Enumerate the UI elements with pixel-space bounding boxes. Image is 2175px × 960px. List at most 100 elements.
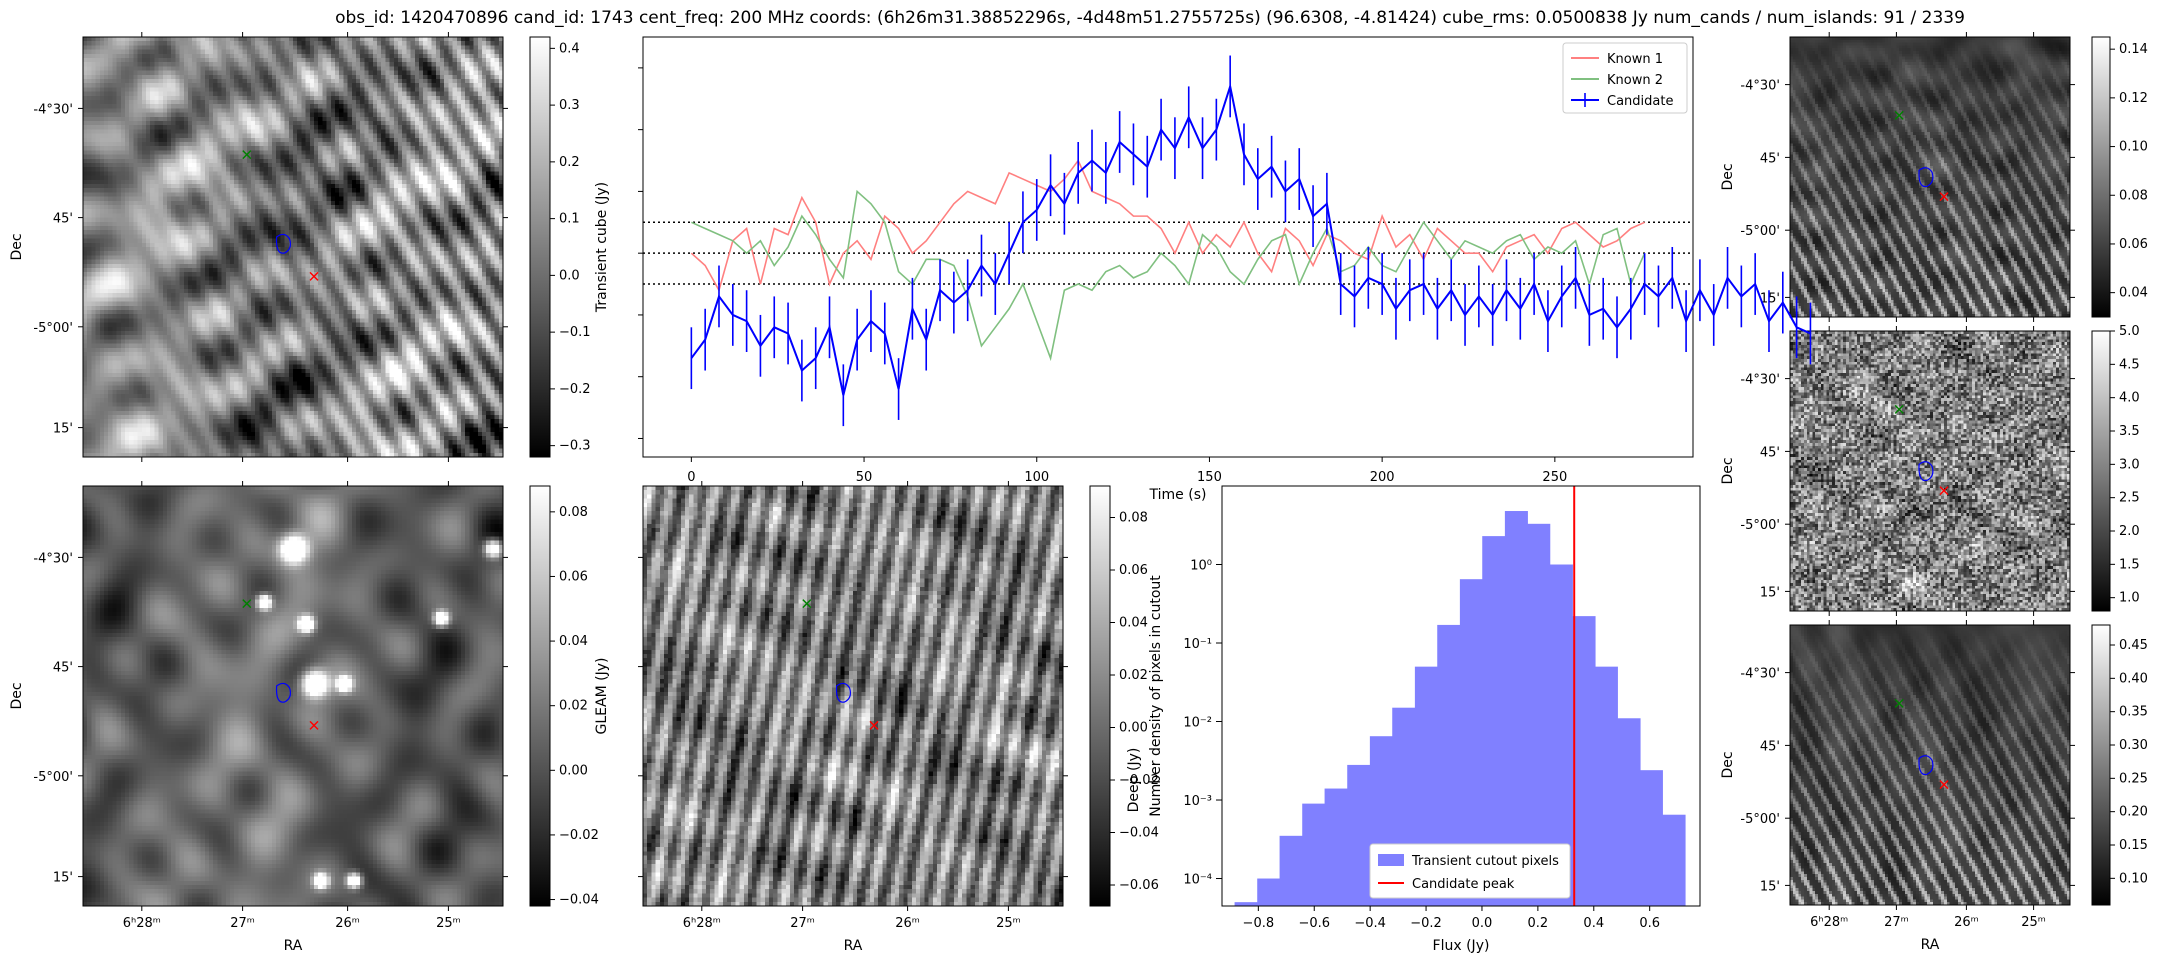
colorbar-tick-label: 0.10 xyxy=(2119,871,2148,886)
known-source-1-marker xyxy=(869,720,879,730)
colorbar-tick-label: 0.0 xyxy=(559,268,580,283)
dec-tick-label: 15' xyxy=(1760,879,1780,894)
known-source-2-marker xyxy=(242,599,252,609)
colorbar-tick-label: 0.08 xyxy=(559,505,588,520)
sky-image-frame xyxy=(82,485,504,907)
dec-tick-label: -4°30' xyxy=(33,551,73,566)
dec-axis-label: Dec xyxy=(9,233,25,260)
colorbar-tick-label: 0.10 xyxy=(2119,140,2148,155)
dec-axis-label: Dec xyxy=(1720,163,1736,190)
ra-tick-label: 25ᵐ xyxy=(436,916,461,931)
figure-title: obs_id: 1420470896 cand_id: 1743 cent_fr… xyxy=(335,8,1965,28)
legend-entry: Candidate peak xyxy=(1412,877,1515,892)
colorbar-tick-label: 0.04 xyxy=(2119,286,2148,301)
sky-image-gleam: -4°30' 45' -5°00' 15' Dec 6ʰ28ᵐ 27ᵐ 26ᵐ 25ᵐ RA 0.0… xyxy=(9,481,610,954)
hist-bar xyxy=(1279,835,1303,906)
colorbar-label: Deep (Jy) xyxy=(1126,748,1142,813)
dec-tick-label: 45' xyxy=(1760,151,1780,166)
dec-tick-label: 45' xyxy=(1760,739,1780,754)
ra-tick-label: 6ʰ28ᵐ xyxy=(123,916,161,931)
known-source-2-marker xyxy=(802,599,812,609)
dec-tick-label: 45' xyxy=(1760,445,1780,460)
sky-image-raster xyxy=(83,486,503,906)
ra-tick-label: 26ᵐ xyxy=(335,916,360,931)
colorbar-tick-label: 4.0 xyxy=(2119,391,2140,406)
colorbar-tick-label: 0.20 xyxy=(2119,805,2148,820)
sky-image-frame xyxy=(1789,36,2071,318)
sky-image-transient: -4°30' 45' -5°00' 15' Dec 0.4 0.3 0.2 0.1 0.0 −0.1… xyxy=(9,32,610,462)
sky-image-spike: -4°30' 45' -5°00' 15' Dec 5.0 4.5 4.0 3.5 3.0 2.5 2… xyxy=(1720,324,2140,616)
colorbar-tick-label: 0.08 xyxy=(1119,511,1148,526)
hist-y-axis-label: Number density of pixels in cutout xyxy=(1148,575,1164,817)
colorbar-tick-label: 0.15 xyxy=(2119,838,2148,853)
lc-legend-box xyxy=(1562,42,1688,114)
colorbar-tick-label: 1.0 xyxy=(2119,591,2140,606)
known-source-2-marker xyxy=(1894,698,1904,708)
candidate-contour xyxy=(275,233,292,254)
hist-x-axis-label: Flux (Jy) xyxy=(1433,938,1490,954)
dec-tick-label: 15' xyxy=(53,422,73,437)
colorbar-tick-label: 2.5 xyxy=(2119,491,2140,506)
hist-bar xyxy=(1347,764,1371,906)
colorbar-tick-label: 0.30 xyxy=(2119,738,2148,753)
sky-image-panels: -4°30' 45' -5°00' 15' Dec 0.4 0.3 0.2 0.1 0.0 −0.1… xyxy=(9,32,2148,954)
hist-bar xyxy=(1549,564,1573,906)
dec-tick-label: 45' xyxy=(53,212,73,227)
known-source-1-marker xyxy=(309,720,319,730)
candidate-contour xyxy=(1918,167,1934,188)
series-line-known-1 xyxy=(690,158,1645,293)
colorbar-label: GLEAM (Jy) xyxy=(594,658,610,735)
dec-tick-label: -4°30' xyxy=(1740,667,1780,682)
hist-bar xyxy=(1437,624,1461,906)
ra-tick-label: 25ᵐ xyxy=(996,916,1021,931)
sky-image-raster xyxy=(1790,625,2070,905)
ra-tick-label: 26ᵐ xyxy=(1954,915,1979,930)
colorbar xyxy=(2091,330,2111,612)
hist-bar xyxy=(1234,902,1258,906)
known-source-2-marker xyxy=(242,150,252,160)
colorbar xyxy=(529,36,551,458)
dec-tick-label: -5°00' xyxy=(1740,812,1780,827)
dec-tick-label: -5°00' xyxy=(33,321,73,336)
hist-y-tick-label: 10⁻² xyxy=(1183,716,1212,731)
ra-tick-label: 6ʰ28ᵐ xyxy=(683,916,721,931)
hist-y-tick-label: 10⁰ xyxy=(1190,559,1212,574)
sky-image-frame xyxy=(642,485,1064,907)
colorbar-tick-label: −0.02 xyxy=(559,828,599,843)
hist-bar xyxy=(1617,718,1641,906)
hist-y-tick-label: 10⁻⁴ xyxy=(1183,873,1212,888)
colorbar-tick-label: 1.5 xyxy=(2119,557,2140,572)
colorbar-tick-label: 3.5 xyxy=(2119,424,2140,439)
colorbar-tick-label: 0.06 xyxy=(559,569,588,584)
ra-tick-label: 27ᵐ xyxy=(790,916,815,931)
colorbar-tick-label: 0.14 xyxy=(2119,42,2148,57)
dec-tick-label: -5°00' xyxy=(33,770,73,785)
dec-tick-label: -4°30' xyxy=(1740,373,1780,388)
histogram-panel: −0.8 −0.6 −0.4 −0.2 0.0 0.2 0.4 0.6 10⁰ 10⁻¹ 10⁻² 1… xyxy=(1148,485,1701,954)
known-source-1-marker xyxy=(309,271,319,281)
legend-entry: Known 2 xyxy=(1607,73,1663,88)
known-source-2-marker xyxy=(1894,404,1904,414)
series-line-candidate xyxy=(690,82,1811,396)
sky-image-raster xyxy=(1790,37,2070,317)
ra-tick-label: 26ᵐ xyxy=(895,916,920,931)
known-source-1-marker xyxy=(1939,780,1949,790)
sky-image-rms: -4°30' 45' -5°00' 15' Dec 0.14 0.12 0.10 0.08 0.0… xyxy=(1720,32,2148,322)
hist-legend-box xyxy=(1369,843,1571,899)
colorbar-tick-label: 0.25 xyxy=(2119,771,2148,786)
colorbar-tick-label: −0.1 xyxy=(559,325,591,340)
colorbar xyxy=(529,485,551,907)
sky-image-deep: 6ʰ28ᵐ 27ᵐ 26ᵐ 25ᵐ RA 0.08 0.06 0.04 0.02 0.00 −0.0… xyxy=(638,481,1159,954)
ra-tick-label: 6ʰ28ᵐ xyxy=(1810,915,1848,930)
colorbar-tick-label: 3.0 xyxy=(2119,457,2140,472)
colorbar-tick-label: 0.06 xyxy=(2119,237,2148,252)
dec-tick-label: -4°30' xyxy=(33,102,73,117)
hist-bar xyxy=(1572,616,1596,906)
lc-x-tick-label: 0 xyxy=(687,470,695,485)
dec-tick-label: 15' xyxy=(1760,291,1780,306)
dec-tick-label: -5°00' xyxy=(1740,518,1780,533)
dec-tick-label: -5°00' xyxy=(1740,224,1780,239)
colorbar xyxy=(2091,36,2111,318)
sky-image-raster xyxy=(1790,331,2070,611)
colorbar-tick-label: 0.1 xyxy=(559,212,580,227)
